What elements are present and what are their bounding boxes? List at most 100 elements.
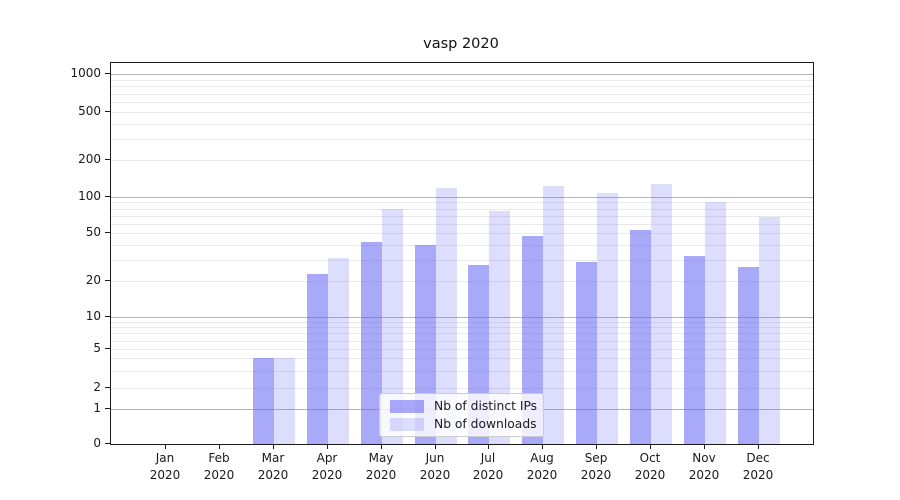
bar-downloads-nov (705, 202, 726, 444)
y-tick-mark-10 (105, 316, 110, 317)
gridline-2 (111, 388, 813, 389)
x-tick-mark-feb (219, 444, 220, 449)
y-tick-mark-20 (105, 280, 110, 281)
bar-ips-oct (630, 230, 651, 444)
bar-ips-nov (684, 256, 705, 444)
gridline-200 (111, 160, 813, 161)
x-tick-label-feb: Feb 2020 (203, 451, 235, 482)
plot-area: Nb of distinct IPs Nb of downloads (110, 62, 814, 445)
bar-downloads-dec (759, 217, 780, 444)
y-tick-mark-5 (105, 348, 110, 349)
bar-downloads-may (382, 209, 403, 444)
gridline-80 (111, 209, 813, 210)
legend-swatch-downloads (390, 417, 424, 431)
gridline-9 (111, 322, 813, 323)
y-tick-label-20: 20 (85, 273, 101, 287)
x-tick-label-sep: Sep 2020 (580, 451, 612, 482)
gridline-20 (111, 281, 813, 282)
y-tick-mark-1000 (105, 73, 110, 74)
x-tick-mark-jul (488, 444, 489, 449)
bar-downloads-apr (328, 258, 349, 444)
y-tick-label-0: 0 (93, 436, 101, 450)
y-tick-mark-100 (105, 196, 110, 197)
x-tick-label-aug: Aug 2020 (526, 451, 558, 482)
bar-ips-aug (522, 236, 543, 444)
bar-ips-mar (253, 358, 274, 444)
legend-label-distinct-ips: Nb of distinct IPs (434, 399, 538, 413)
gridline-7 (111, 333, 813, 334)
gridline-300 (111, 139, 813, 140)
chart-title: vasp 2020 (423, 36, 499, 52)
x-tick-label-apr: Apr 2020 (311, 451, 343, 482)
x-tick-mark-may (381, 444, 382, 449)
y-tick-label-200: 200 (78, 152, 101, 166)
gridline-1000 (111, 74, 813, 75)
x-tick-mark-mar (273, 444, 274, 449)
y-tick-label-500: 500 (78, 104, 101, 118)
y-tick-mark-200 (105, 159, 110, 160)
y-tick-label-1000: 1000 (70, 66, 101, 80)
gridline-700 (111, 94, 813, 95)
gridline-30 (111, 260, 813, 261)
x-tick-label-jul: Jul 2020 (472, 451, 504, 482)
y-tick-mark-50 (105, 232, 110, 233)
x-tick-label-may: May 2020 (365, 451, 397, 482)
legend-label-downloads: Nb of downloads (434, 417, 537, 431)
gridline-8 (111, 327, 813, 328)
x-tick-label-nov: Nov 2020 (688, 451, 720, 482)
bar-ips-dec (738, 267, 759, 444)
bar-downloads-jul (489, 211, 510, 444)
x-tick-mark-dec (758, 444, 759, 449)
y-tick-label-10: 10 (85, 309, 101, 323)
x-tick-label-oct: Oct 2020 (634, 451, 666, 482)
bar-downloads-sep (597, 193, 618, 444)
bar-downloads-oct (651, 184, 672, 444)
y-tick-label-5: 5 (93, 341, 101, 355)
bars-layer (111, 63, 813, 444)
gridline-90 (111, 202, 813, 203)
y-tick-mark-0 (105, 443, 110, 444)
y-tick-label-1: 1 (93, 401, 101, 415)
legend: Nb of distinct IPs Nb of downloads (379, 393, 544, 437)
bar-downloads-mar (274, 358, 295, 444)
x-tick-mark-jun (435, 444, 436, 449)
y-tick-label-100: 100 (78, 189, 101, 203)
gridline-400 (111, 124, 813, 125)
bar-ips-may (361, 242, 382, 444)
bar-downloads-jun (436, 188, 457, 444)
y-tick-mark-500 (105, 111, 110, 112)
gridline-900 (111, 80, 813, 81)
x-tick-label-mar: Mar 2020 (257, 451, 289, 482)
y-tick-label-50: 50 (85, 225, 101, 239)
x-tick-mark-apr (327, 444, 328, 449)
gridline-6 (111, 341, 813, 342)
gridline-800 (111, 86, 813, 87)
x-tick-mark-sep (596, 444, 597, 449)
gridline-500 (111, 112, 813, 113)
bar-ips-apr (307, 274, 328, 444)
legend-item-distinct-ips: Nb of distinct IPs (390, 399, 538, 413)
x-tick-label-jan: Jan 2020 (149, 451, 181, 482)
x-tick-mark-aug (542, 444, 543, 449)
gridline-600 (111, 102, 813, 103)
bar-downloads-aug (543, 186, 564, 444)
gridline-40 (111, 245, 813, 246)
gridline-100 (111, 197, 813, 198)
legend-swatch-distinct-ips (390, 399, 424, 413)
gridlines-layer (111, 63, 813, 444)
y-tick-mark-2 (105, 387, 110, 388)
x-tick-label-jun: Jun 2020 (419, 451, 451, 482)
x-tick-mark-nov (704, 444, 705, 449)
x-tick-label-dec: Dec 2020 (742, 451, 774, 482)
y-tick-mark-1 (105, 408, 110, 409)
gridline-10 (111, 317, 813, 318)
bar-ips-sep (576, 262, 597, 444)
gridline-70 (111, 216, 813, 217)
gridline-4 (111, 358, 813, 359)
x-tick-mark-jan (165, 444, 166, 449)
gridline-60 (111, 224, 813, 225)
y-tick-label-2: 2 (93, 380, 101, 394)
legend-item-downloads: Nb of downloads (390, 417, 537, 431)
gridline-50 (111, 233, 813, 234)
